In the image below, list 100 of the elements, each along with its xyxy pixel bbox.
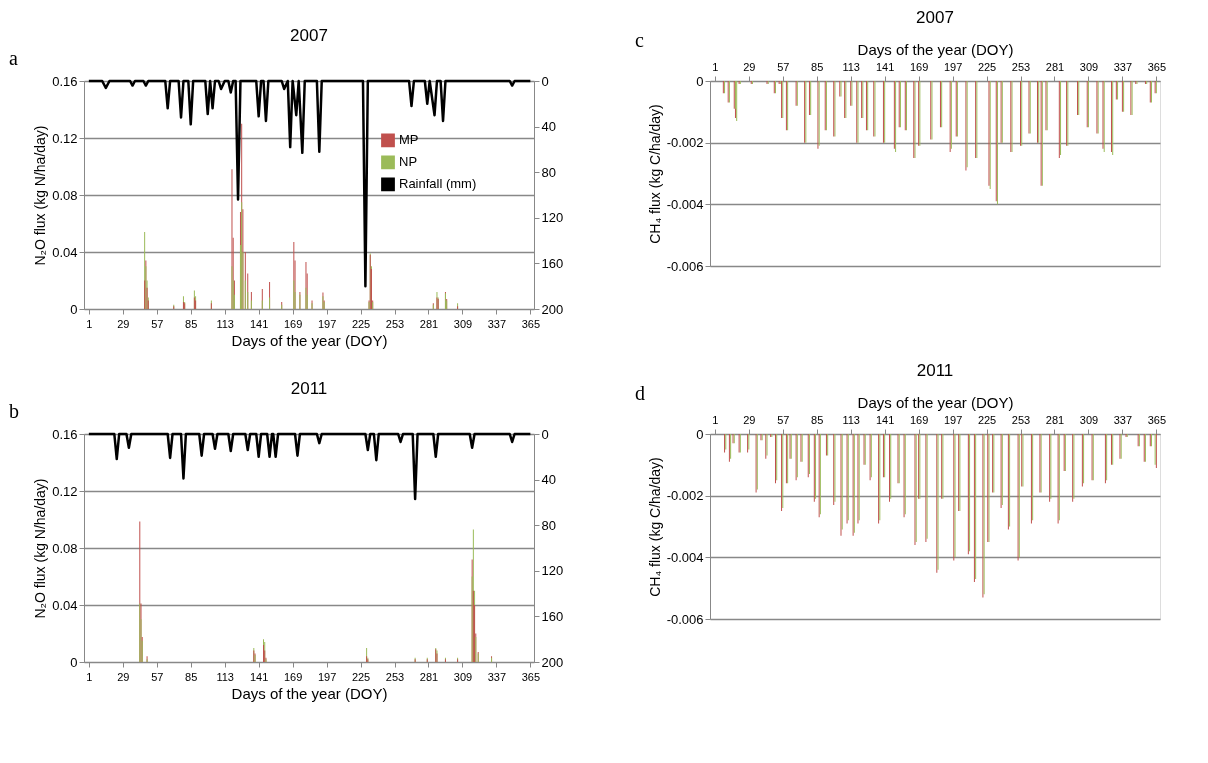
chart-title: 2007 (290, 26, 328, 45)
y-tick-label: -0.004 (666, 196, 704, 212)
y-tick-label: 0.12 (52, 483, 78, 499)
x-tick-label: 225 (351, 670, 371, 683)
x-tick-label: 309 (453, 670, 473, 683)
y2-tick-label: 200 (541, 654, 564, 670)
x-tick-label: 253 (1011, 413, 1031, 426)
y-tick-label: 0.08 (52, 540, 78, 556)
y-tick-label: 0 (696, 426, 704, 442)
y2-tick-label: 40 (541, 119, 556, 135)
x-tick-label: 57 (777, 60, 790, 73)
x-tick-label: 253 (1011, 60, 1031, 73)
x-tick-label: 309 (453, 317, 473, 330)
x-tick-label: 365 (1147, 413, 1167, 426)
y2-tick-label: 120 (541, 563, 564, 579)
x-tick-label: 113 (842, 60, 860, 73)
legend-label: MP (399, 132, 419, 148)
x-axis-title: Days of the year (DOY) (231, 331, 388, 349)
y-tick-label: -0.006 (666, 258, 704, 274)
x-tick-label: 281 (419, 670, 439, 683)
x-tick-label: 29 (117, 670, 130, 683)
x-tick-label: 141 (875, 60, 895, 73)
x-tick-label: 197 (943, 413, 963, 426)
x-tick-label: 57 (151, 670, 164, 683)
x-tick-label: 225 (977, 60, 997, 73)
x-tick-label: 29 (743, 413, 756, 426)
x-tick-label: 85 (811, 413, 824, 426)
x-tick-label: 1 (86, 317, 93, 330)
y-tick-label: 0.08 (52, 187, 78, 203)
legend-label: Rainfall (mm) (399, 176, 477, 192)
x-tick-label: 337 (1113, 60, 1133, 73)
y2-tick-label: 160 (541, 255, 564, 271)
x-tick-label: 337 (1113, 413, 1133, 426)
y2-tick-label: 0 (541, 426, 549, 442)
text: b (9, 400, 19, 422)
x-tick-label: 281 (1045, 413, 1065, 426)
x-tick-label: 281 (419, 317, 439, 330)
x-tick-label: 169 (909, 413, 929, 426)
chart-title: 2007 (916, 8, 954, 27)
x-tick-label: 365 (521, 670, 541, 683)
y2-tick-label: 80 (541, 164, 556, 180)
y-tick-label: 0 (696, 73, 704, 89)
x-tick-label: 169 (283, 317, 303, 330)
x-tick-label: 57 (777, 413, 790, 426)
x-tick-label: 309 (1079, 413, 1099, 426)
x-axis-title: Days of the year (DOY) (857, 40, 1014, 58)
y2-tick-label: 80 (541, 517, 556, 533)
x-tick-label: 57 (151, 317, 164, 330)
y2-tick-label: 160 (541, 608, 564, 624)
x-tick-label: 85 (185, 317, 198, 330)
x-tick-label: 337 (487, 317, 507, 330)
y-axis-title: CH₄ flux (kg C/ha/day) (646, 457, 663, 597)
x-axis-title: Days of the year (DOY) (857, 393, 1014, 411)
x-tick-label: 29 (117, 317, 130, 330)
y-tick-label: -0.004 (666, 549, 704, 565)
x-tick-label: 141 (875, 413, 895, 426)
x-tick-label: 141 (249, 670, 269, 683)
y-tick-label: 0.04 (52, 597, 78, 613)
x-tick-label: 365 (521, 317, 541, 330)
x-tick-label: 141 (249, 317, 269, 330)
y-tick-label: 0.16 (52, 73, 78, 89)
y-tick-label: 0.16 (52, 426, 78, 442)
x-tick-label: 225 (977, 413, 997, 426)
x-tick-label: 113 (216, 670, 234, 683)
legend-label: NP (399, 154, 418, 170)
x-tick-label: 85 (811, 60, 824, 73)
x-tick-label: 225 (351, 317, 371, 330)
x-tick-label: 197 (317, 317, 337, 330)
y-axis-title: N₂O flux (kg N/ha/day) (32, 478, 49, 619)
x-tick-label: 169 (909, 60, 929, 73)
x-tick-label: 197 (943, 60, 963, 73)
chart-title: 2011 (290, 379, 328, 398)
text: c (635, 29, 644, 51)
y-tick-label: 0 (70, 654, 78, 670)
x-tick-label: 29 (743, 60, 756, 73)
text: d (635, 382, 645, 404)
x-tick-label: 113 (842, 413, 860, 426)
x-tick-label: 1 (712, 60, 719, 73)
x-tick-label: 253 (385, 670, 405, 683)
y-tick-label: 0.12 (52, 130, 78, 146)
x-tick-label: 337 (487, 670, 507, 683)
y-axis-title: CH₄ flux (kg C/ha/day) (646, 104, 663, 244)
y2-tick-label: 200 (541, 301, 564, 317)
x-tick-label: 169 (283, 670, 303, 683)
y-tick-label: -0.002 (666, 488, 704, 504)
y-tick-label: 0.04 (52, 244, 78, 260)
y2-tick-label: 0 (541, 73, 549, 89)
x-tick-label: 113 (216, 317, 234, 330)
text: a (9, 47, 18, 69)
y2-tick-label: 40 (541, 472, 556, 488)
chart-title: 2011 (916, 361, 954, 380)
y-tick-label: -0.002 (666, 135, 704, 151)
y-tick-label: 0 (70, 301, 78, 317)
x-tick-label: 1 (86, 670, 93, 683)
x-tick-label: 253 (385, 317, 405, 330)
x-tick-label: 1 (712, 413, 719, 426)
x-tick-label: 281 (1045, 60, 1065, 73)
x-axis-title: Days of the year (DOY) (231, 684, 388, 702)
x-tick-label: 85 (185, 670, 198, 683)
x-tick-label: 365 (1147, 60, 1167, 73)
